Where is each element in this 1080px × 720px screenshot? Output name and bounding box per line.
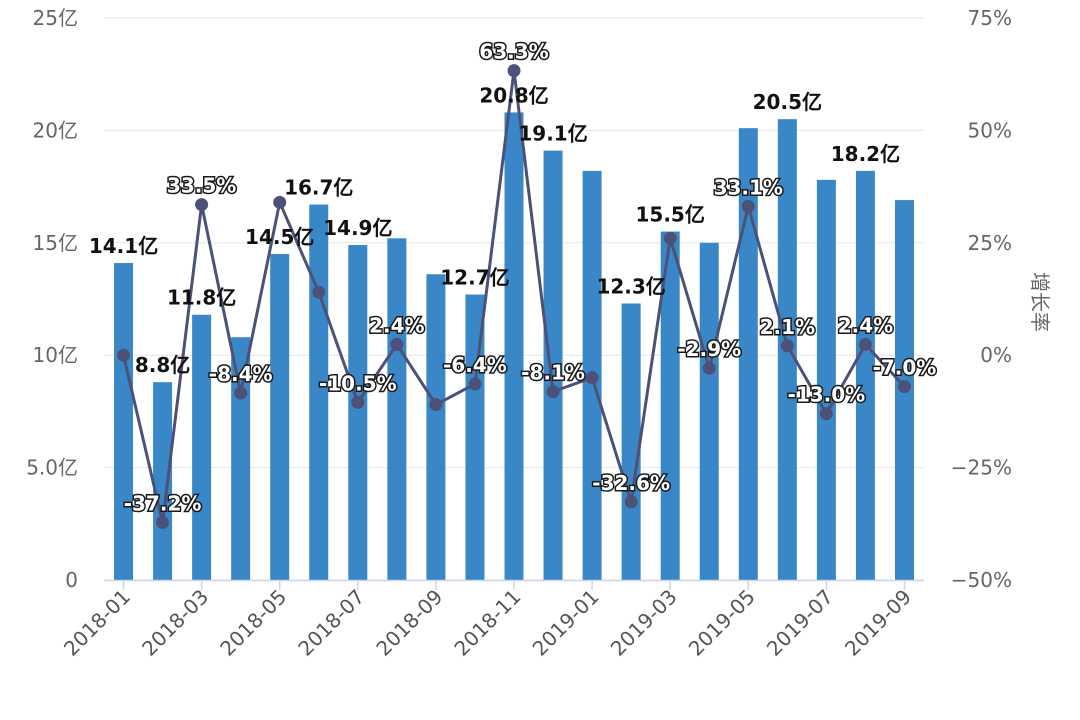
x-tick-label: 2019-07 xyxy=(762,585,838,661)
bar-2018-06 xyxy=(309,204,329,581)
bar-series xyxy=(114,112,914,581)
left-y-tick-label: 5.0亿 xyxy=(26,456,78,480)
right-y-axis-title: 增长率 xyxy=(1028,272,1052,332)
bar-2018-02 xyxy=(153,382,173,580)
growth-point-2018-04 xyxy=(234,386,248,400)
x-tick-label: 2018-11 xyxy=(449,585,525,661)
right-y-tick-label: 75% xyxy=(968,6,1012,30)
bar-value-label: 15.5亿 xyxy=(636,203,705,227)
left-y-axis: 0 5.0亿 10亿 15亿 20亿 25亿 xyxy=(26,6,78,592)
growth-line-series xyxy=(117,64,911,529)
bar-2019-02 xyxy=(621,303,641,580)
bar-value-label: 14.1亿 xyxy=(89,234,158,258)
bar-value-label: 14.9亿 xyxy=(323,216,392,240)
growth-point-2019-04 xyxy=(702,361,716,375)
x-tick-label: 2018-09 xyxy=(371,585,447,661)
bar-2019-04 xyxy=(699,242,719,581)
growth-point-2018-09 xyxy=(429,398,443,412)
bar-value-label: 20.5亿 xyxy=(753,90,822,114)
x-tick-label: 2018-07 xyxy=(293,585,369,661)
right-y-axis: −50% −25% 0% 25% 50% 75% xyxy=(951,6,1012,592)
right-y-tick-label: 0% xyxy=(980,343,1012,367)
x-tick-label: 2019-01 xyxy=(528,585,604,661)
bar-2018-11 xyxy=(504,112,524,580)
x-tick-label: 2018-01 xyxy=(59,585,135,661)
growth-point-2018-10 xyxy=(468,377,482,391)
data-labels: 14.1亿 8.8亿 11.8亿 14.5亿 16.7亿 14.9亿 12.7亿 20.8亿 1… xyxy=(89,38,938,517)
left-y-tick-label: 20亿 xyxy=(33,118,78,142)
bar-2019-05 xyxy=(738,128,758,581)
growth-point-2019-01 xyxy=(585,371,599,385)
bar-value-label: 14.5亿 xyxy=(245,225,314,249)
growth-point-2018-03 xyxy=(195,198,209,212)
growth-value-label: 33.1% xyxy=(714,175,783,199)
growth-value-label: -8.1% xyxy=(521,361,585,385)
bar-2019-03 xyxy=(660,231,680,580)
growth-value-label: -2.9% xyxy=(677,337,741,361)
x-tick-label: 2018-03 xyxy=(137,585,213,661)
growth-point-2018-05 xyxy=(273,195,287,209)
growth-value-label: 2.4% xyxy=(838,313,893,337)
bar-2018-04 xyxy=(231,337,251,580)
growth-value-label: 2.1% xyxy=(760,315,815,339)
growth-value-label: -32.6% xyxy=(592,471,670,495)
growth-point-2019-02 xyxy=(624,495,638,509)
bar-2019-07 xyxy=(816,179,836,580)
growth-point-2018-01 xyxy=(117,348,131,362)
x-tick-label: 2018-05 xyxy=(215,585,291,661)
growth-value-label: 2.4% xyxy=(369,313,424,337)
bar-2019-08 xyxy=(855,170,875,580)
x-tick-label: 2019-09 xyxy=(840,585,916,661)
bar-value-label: 20.8亿 xyxy=(479,83,548,107)
x-tick-label: 2019-03 xyxy=(606,585,682,661)
growth-value-label: 33.5% xyxy=(167,174,236,198)
growth-point-2019-07 xyxy=(819,407,833,421)
x-axis: 2018-01 2018-03 2018-05 2018-07 2018-09 2018-… xyxy=(59,579,924,661)
growth-value-label: 63.3% xyxy=(479,40,548,64)
growth-point-2019-03 xyxy=(663,231,677,245)
growth-point-2019-08 xyxy=(858,337,872,351)
growth-point-2019-09 xyxy=(897,380,911,394)
bar-value-label: 8.8亿 xyxy=(135,353,190,377)
bar-value-label: 12.3亿 xyxy=(596,274,665,298)
bar-2018-08 xyxy=(387,238,407,580)
growth-value-label: -10.5% xyxy=(319,371,397,395)
growth-point-2018-02 xyxy=(156,515,170,529)
growth-point-2018-08 xyxy=(390,337,404,351)
left-y-tick-label: 0 xyxy=(65,568,78,592)
bar-2018-12 xyxy=(543,150,563,580)
growth-value-label: -37.2% xyxy=(124,491,202,515)
bar-value-label: 12.7亿 xyxy=(440,266,509,290)
growth-point-2019-05 xyxy=(741,199,755,213)
left-y-tick-label: 15亿 xyxy=(33,231,78,255)
left-y-tick-label: 25亿 xyxy=(33,6,78,30)
growth-point-2018-11 xyxy=(507,64,521,78)
growth-point-2018-06 xyxy=(312,285,326,299)
bar-value-label: 16.7亿 xyxy=(284,176,353,200)
bar-2018-03 xyxy=(192,314,212,580)
right-y-tick-label: −25% xyxy=(951,456,1012,480)
x-tick-label: 2019-05 xyxy=(684,585,760,661)
bar-2018-09 xyxy=(426,274,446,580)
growth-value-label: -8.4% xyxy=(209,362,273,386)
bar-value-label: 18.2亿 xyxy=(831,142,900,166)
growth-value-label: -6.4% xyxy=(443,353,507,377)
right-y-tick-label: 25% xyxy=(968,231,1012,255)
growth-value-label: -13.0% xyxy=(788,383,866,407)
bar-2018-07 xyxy=(348,245,368,580)
right-y-tick-label: 50% xyxy=(968,118,1012,142)
bar-2018-05 xyxy=(270,254,290,581)
growth-value-label: -7.0% xyxy=(873,356,937,380)
growth-point-2019-06 xyxy=(780,339,794,353)
left-y-tick-label: 10亿 xyxy=(33,343,78,367)
bar-value-label: 19.1亿 xyxy=(518,122,587,146)
bar-value-label: 11.8亿 xyxy=(167,286,236,310)
right-y-tick-label: −50% xyxy=(951,568,1012,592)
bar-2018-10 xyxy=(465,294,485,580)
bar-2018-01 xyxy=(114,263,134,580)
growth-point-2018-12 xyxy=(546,385,560,399)
growth-point-2018-07 xyxy=(351,395,365,409)
